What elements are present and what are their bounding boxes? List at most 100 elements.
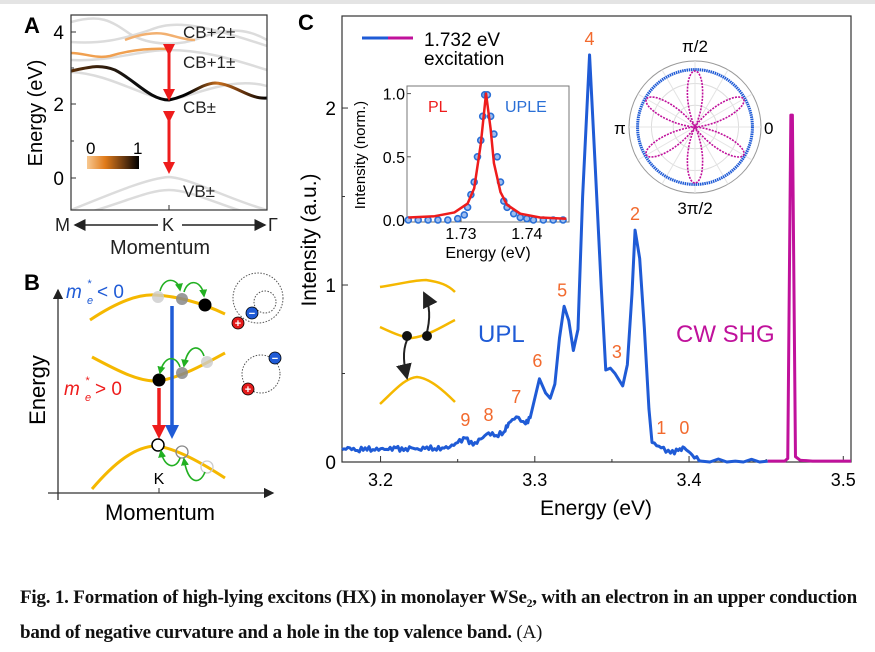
upper-band — [379, 278, 456, 293]
k-label: K — [154, 471, 165, 488]
peak-label-8: 8 — [484, 405, 494, 425]
mass-superscript: * — [85, 375, 90, 387]
inset-band-schematic — [379, 278, 456, 405]
mass-subscript: e — [87, 295, 93, 307]
figure-caption: Fig. 1. Formation of high-lying excitons… — [20, 580, 870, 650]
valence-band — [92, 188, 243, 210]
inset-pl-uple: 1.73 1.74 0.0 0.5 1.0 PL UPLE Intensity (nor… — [352, 85, 570, 262]
polar-grid-spoke — [637, 126, 696, 161]
up-arrow — [423, 291, 438, 337]
inset-y-tick-label: 1.0 — [383, 87, 405, 104]
panel-b-ylabel: Energy — [25, 355, 50, 425]
inset-x-tick-label: 1.74 — [511, 226, 542, 243]
main-xlabel: Energy (eV) — [540, 497, 652, 520]
uple-marker — [444, 216, 452, 224]
carrier-dot — [402, 331, 412, 341]
ytick-2: 2 — [53, 95, 64, 116]
upl-label: UPL — [478, 321, 525, 348]
hole — [151, 438, 165, 452]
electron-faded — [176, 293, 188, 305]
inset-uple-label: UPLE — [505, 99, 547, 116]
polar-label-pi: π — [614, 119, 626, 138]
panel-a-frame — [70, 14, 268, 211]
colorbar-gradient — [87, 156, 139, 169]
x-tick-label: 3.3 — [522, 470, 547, 490]
uple-marker — [523, 214, 531, 223]
electron-faded — [152, 291, 164, 303]
y-tick-label: 0 — [325, 453, 336, 474]
x-tick-label: 3.2 — [368, 470, 393, 490]
polar-grid-spoke — [661, 69, 696, 128]
hole-icon — [231, 316, 245, 330]
legend: 1.732 eV excitation — [362, 30, 504, 70]
panel-c: C Intensity (a.u.) Energy (eV) 3.2 3.3 3.4… — [298, 10, 856, 520]
panel-b: B Energy Momentum K m * e < 0 m * e > 0 — [24, 270, 284, 525]
label-cb-plus-2: CB+2± — [183, 23, 235, 42]
colorbar-max: 1 — [133, 139, 142, 158]
y-tick-label: 2 — [325, 99, 336, 120]
label-cb-plus-1: CB+1± — [183, 53, 235, 72]
polar-grid-spoke — [694, 93, 753, 128]
y-tick-label: 1 — [325, 276, 336, 297]
polar-grid-spoke — [637, 93, 696, 128]
polar-inset: 0 π/2 π 3π/2 — [614, 37, 773, 218]
panel-a-label: A — [24, 13, 40, 38]
electron-icon — [268, 351, 282, 365]
green-arrow — [181, 347, 205, 368]
legend-line2: excitation — [424, 49, 504, 70]
inset-ylabel: Intensity (norm.) — [352, 101, 369, 209]
cb-plus-2-band — [124, 32, 196, 42]
inset-axis-ticks: 1.73 1.74 0.0 0.5 1.0 — [383, 87, 543, 243]
uple-marker — [493, 152, 502, 161]
colorbar-min: 0 — [86, 139, 95, 158]
caption-text: Fig. 1. Formation of high-lying excitons… — [20, 587, 857, 643]
band-structure — [71, 17, 267, 210]
caption-ref: (A) — [516, 622, 543, 643]
ytick-4: 4 — [53, 23, 64, 44]
orbit-dotted — [241, 354, 281, 394]
uple-marker — [453, 214, 462, 223]
panel-b-label: B — [24, 270, 40, 295]
inset-pl-label: PL — [428, 99, 448, 116]
peak-label-2: 2 — [630, 204, 640, 224]
plus-sign: + — [235, 318, 241, 330]
orbit-dotted — [253, 290, 277, 314]
electron-faded — [201, 356, 213, 368]
negative-mass-label: m * e < 0 — [66, 278, 124, 307]
inset-y-tick-label: 0.5 — [383, 150, 405, 167]
polar-grid-spoke — [694, 126, 729, 185]
label-cb: CB± — [183, 98, 216, 117]
polar-grid-spoke — [661, 126, 696, 185]
x-tick-label: 3.5 — [831, 470, 856, 490]
label-gamma: Γ — [268, 215, 278, 235]
mass-symbol: m — [64, 379, 80, 400]
uple-marker — [529, 216, 538, 224]
panel-b-xlabel: Momentum — [105, 500, 215, 525]
middle-band — [379, 318, 456, 340]
figure: A Energy (eV) 4 2 0 — [24, 10, 856, 525]
grey-band — [71, 17, 267, 45]
carriers — [151, 291, 214, 474]
peak-label-6: 6 — [532, 351, 542, 371]
peak-label-3: 3 — [612, 342, 622, 362]
polar-grid-spoke — [694, 126, 753, 161]
grey-band — [71, 23, 267, 48]
uple-marker — [516, 213, 525, 222]
polar-label-pi-half: π/2 — [682, 37, 708, 56]
inset-x-tick-label: 1.73 — [445, 226, 476, 243]
electron-icon — [245, 306, 259, 320]
down-arrow — [396, 339, 412, 380]
electron — [152, 373, 166, 387]
inset-series — [404, 91, 567, 224]
peak-label-0: 0 — [679, 418, 689, 438]
panel-a: A Energy (eV) 4 2 0 — [24, 13, 278, 259]
exciton-icon-large: − + — [231, 272, 284, 330]
peak-label-5: 5 — [557, 280, 567, 300]
minus-sign: − — [249, 308, 255, 320]
carrier-dot — [422, 331, 432, 341]
cb-plus-1-band — [71, 47, 170, 59]
valence-band — [71, 175, 267, 210]
electron — [198, 298, 212, 312]
main-series — [341, 53, 851, 464]
uple-marker — [460, 211, 469, 219]
